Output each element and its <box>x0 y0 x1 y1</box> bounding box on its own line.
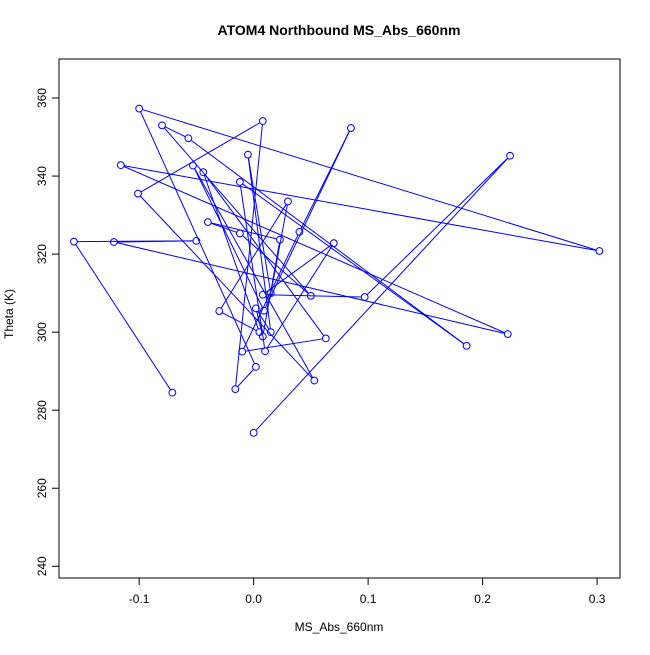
data-point <box>258 117 267 125</box>
data-point <box>276 235 284 244</box>
series-segment <box>366 157 508 296</box>
data-point <box>252 304 260 313</box>
data-point <box>249 428 258 437</box>
series-segment <box>245 338 323 352</box>
data-point <box>310 376 319 385</box>
data-point <box>199 168 208 177</box>
data-point <box>116 161 125 170</box>
series-segment <box>222 312 257 332</box>
series-segment <box>142 109 597 251</box>
data-point <box>266 289 275 298</box>
series-segment <box>265 244 332 294</box>
series-segment <box>237 369 254 387</box>
data-point <box>295 227 304 236</box>
x-tick-label: 0.0 <box>245 592 262 606</box>
data-point <box>192 236 201 245</box>
series-segment <box>164 126 186 138</box>
data-point <box>110 238 118 246</box>
data-point <box>184 134 193 143</box>
data-point <box>360 293 369 301</box>
x-tick-label: 0.1 <box>360 592 377 606</box>
data-point <box>503 330 512 339</box>
series-segment <box>193 168 263 308</box>
series-segment <box>75 244 171 391</box>
series-segment <box>139 195 313 379</box>
series-segment <box>117 242 505 334</box>
series-segment <box>124 165 597 251</box>
data-point <box>158 121 166 130</box>
series-segment <box>266 294 362 298</box>
data-point <box>235 229 244 238</box>
data-point <box>260 306 268 315</box>
x-tick-label: -0.1 <box>129 592 150 606</box>
y-axis-label: Theta (K) <box>2 289 16 339</box>
series-segment <box>163 127 310 294</box>
data-point <box>252 362 260 371</box>
data-point <box>595 247 604 255</box>
y-tick-label: 360 <box>35 88 49 108</box>
series-segment <box>242 183 465 345</box>
x-axis: -0.1 0.0 0.1 0.2 0.3 <box>129 577 606 606</box>
series-layer <box>69 104 604 437</box>
series-segment <box>140 122 261 193</box>
series-segment <box>190 139 465 345</box>
x-tick-label: 0.2 <box>474 592 491 606</box>
series-segment <box>211 222 277 240</box>
data-point <box>69 237 78 246</box>
series-segment <box>123 166 505 334</box>
series-segment <box>220 204 287 309</box>
data-point <box>231 385 240 394</box>
series-segment <box>203 175 259 330</box>
y-tick-label: 260 <box>35 478 49 498</box>
data-point <box>215 307 224 315</box>
series-segment <box>239 185 266 348</box>
series-segment <box>242 235 309 294</box>
series-segment <box>266 245 333 349</box>
data-point <box>462 341 471 350</box>
data-point <box>284 197 292 206</box>
y-tick-label: 320 <box>35 244 49 264</box>
series-segment <box>210 222 237 233</box>
data-point <box>203 218 212 227</box>
data-point <box>168 388 177 397</box>
data-point <box>266 328 275 337</box>
data-point <box>235 178 244 186</box>
series-segment <box>255 157 509 431</box>
series-segment <box>247 157 271 290</box>
series-segment <box>264 130 350 308</box>
data-point <box>258 332 267 341</box>
data-point <box>347 124 355 132</box>
y-tick-label: 300 <box>35 322 49 342</box>
data-point <box>244 150 252 159</box>
y-tick-label: 240 <box>35 556 49 576</box>
data-point <box>189 161 197 170</box>
x-tick-label: 0.3 <box>589 592 606 606</box>
series-segment <box>300 130 350 230</box>
data-point <box>261 347 269 356</box>
data-point <box>134 189 142 198</box>
chart-title: ATOM4 Northbound MS_Abs_660nm <box>218 22 461 38</box>
series-segment <box>235 124 263 386</box>
data-point <box>321 334 330 343</box>
x-axis-label: MS_Abs_660nm <box>295 620 384 634</box>
data-point <box>506 151 514 160</box>
data-point <box>135 104 144 113</box>
data-point <box>306 291 315 300</box>
data-point <box>238 347 247 356</box>
data-point <box>258 290 267 299</box>
series-segment <box>247 157 271 329</box>
data-point <box>329 239 338 248</box>
y-tick-label: 280 <box>35 400 49 420</box>
y-tick-label: 340 <box>35 166 49 186</box>
series-segment <box>117 240 193 243</box>
y-axis: 240 260 280 300 320 340 360 <box>35 88 60 576</box>
